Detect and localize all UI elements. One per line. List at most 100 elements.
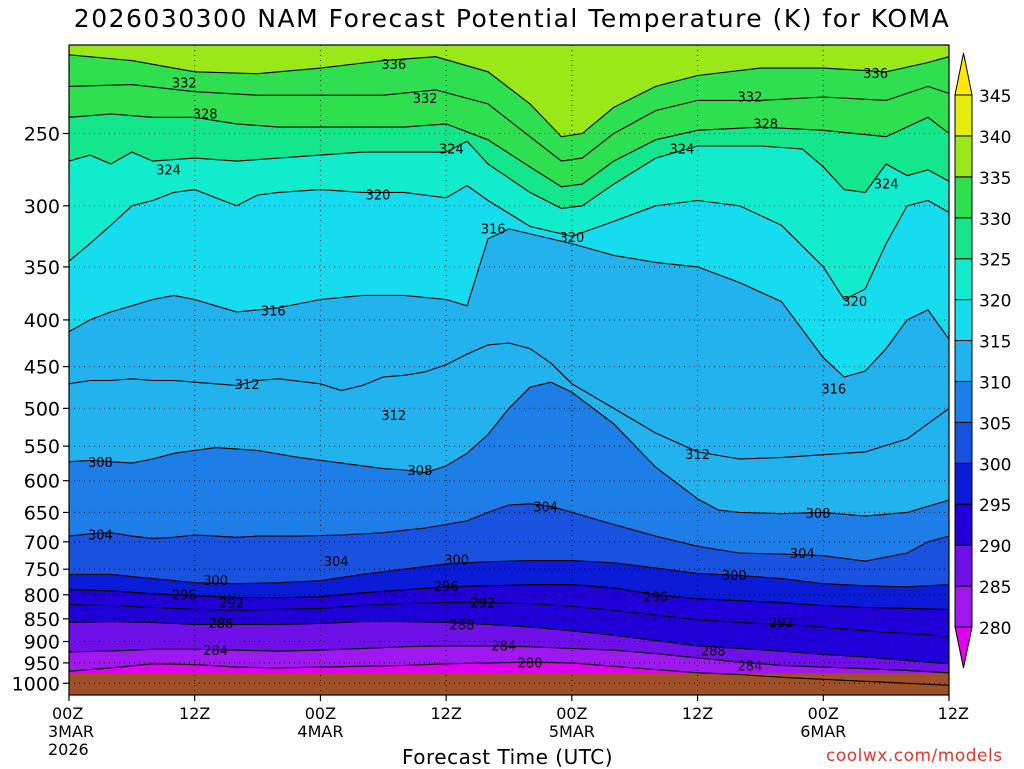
colorbar-label-315: 315 xyxy=(979,333,1011,353)
x-tick-label-60: 12Z xyxy=(682,704,713,723)
contour-label-288: 288 xyxy=(208,617,233,632)
contour-label-336: 336 xyxy=(381,58,406,73)
y-tick-label-600: 600 xyxy=(24,471,60,493)
contour-label-292: 292 xyxy=(219,597,244,612)
contour-label-324: 324 xyxy=(669,143,694,158)
contour-label-304: 304 xyxy=(533,500,558,515)
contour-label-316: 316 xyxy=(481,222,506,237)
contour-label-304: 304 xyxy=(324,555,349,570)
contour-label-316: 316 xyxy=(821,382,846,397)
isotherm-288 xyxy=(69,621,949,665)
x-tick-label-36: 12Z xyxy=(430,704,461,723)
contour-label-284: 284 xyxy=(491,639,516,654)
x-date-label-72: 6MAR xyxy=(800,722,846,741)
y-tick-label-400: 400 xyxy=(24,310,60,332)
colorbar-label-305: 305 xyxy=(979,414,1011,434)
contour-label-324: 324 xyxy=(439,143,464,158)
isotherm-300 xyxy=(69,560,949,588)
contour-label-308: 308 xyxy=(88,456,113,471)
y-tick-label-900: 900 xyxy=(24,631,60,653)
x-tick-label-0: 00Z xyxy=(52,704,83,723)
contour-label-304: 304 xyxy=(88,528,113,543)
x-axis-label: Forecast Time (UTC) xyxy=(402,745,614,769)
contour-label-324: 324 xyxy=(156,163,181,178)
y-tick-label-650: 650 xyxy=(24,502,60,524)
x-date-label-0: 3MAR xyxy=(48,722,94,741)
contour-label-320: 320 xyxy=(559,231,584,246)
isotherm-336 xyxy=(69,54,949,138)
contour-label-280: 280 xyxy=(518,656,543,671)
colorbar-label-320: 320 xyxy=(979,292,1011,312)
colorbar-swatch-325 xyxy=(954,217,973,260)
contour-label-328: 328 xyxy=(753,117,778,132)
colorbar-top-arrow xyxy=(954,52,973,96)
y-tick-label-450: 450 xyxy=(24,357,60,379)
colorbar-swatch-295 xyxy=(954,462,973,505)
colorbar-label-295: 295 xyxy=(979,496,1011,516)
isotherm-284 xyxy=(69,645,949,674)
colorbar-swatch-300 xyxy=(954,421,973,464)
contour-label-300: 300 xyxy=(444,554,469,569)
isotherm-328 xyxy=(69,113,949,188)
credit-link[interactable]: coolwx.com/models xyxy=(826,746,1003,766)
colorbar-swatch-340 xyxy=(954,94,973,137)
y-tick-label-250: 250 xyxy=(24,123,60,145)
x-tick-label-12: 12Z xyxy=(179,704,210,723)
y-tick-label-850: 850 xyxy=(24,609,60,631)
colorbar-label-290: 290 xyxy=(979,537,1011,557)
y-tick-label-550: 550 xyxy=(24,436,60,458)
colorbar: 280 285 290 295 300 305 310 315 320 325 330 335 340 3… xyxy=(954,52,1011,669)
contour-label-296: 296 xyxy=(434,580,459,595)
colorbar-swatch-335 xyxy=(954,135,973,178)
ground-layer xyxy=(69,673,949,695)
contour-label-296: 296 xyxy=(643,590,668,605)
y-tick-label-950: 950 xyxy=(24,653,60,675)
isotherm-lines xyxy=(69,54,949,686)
isotherm-308 xyxy=(69,381,949,517)
isotherm-320 xyxy=(69,184,949,301)
contour-label-320: 320 xyxy=(366,189,391,204)
isotherm-296 xyxy=(69,584,949,610)
contour-label-300: 300 xyxy=(203,574,228,589)
y-axis: 2503003504004505005506006507007508008509… xyxy=(12,123,69,695)
colorbar-swatch-315 xyxy=(954,299,973,342)
contour-label-332: 332 xyxy=(413,92,438,107)
contour-label-336: 336 xyxy=(863,67,888,82)
colorbar-bottom-arrow xyxy=(954,626,973,669)
colorbar-label-345: 345 xyxy=(979,87,1011,107)
chart-title: 2026030300 NAM Forecast Potential Temper… xyxy=(73,4,951,33)
contour-label-300: 300 xyxy=(722,569,747,584)
contour-label-332: 332 xyxy=(738,90,763,105)
x-tick-label-84: 12Z xyxy=(938,704,969,723)
isotherm-292 xyxy=(69,602,949,637)
colorbar-label-325: 325 xyxy=(979,251,1011,271)
isotherm-280 xyxy=(69,661,949,686)
contour-label-288: 288 xyxy=(701,645,726,660)
x-tick-label-48: 00Z xyxy=(556,704,587,723)
colorbar-label-285: 285 xyxy=(979,578,1011,598)
contour-label-328: 328 xyxy=(193,107,218,122)
contour-label-332: 332 xyxy=(172,76,197,91)
contour-label-308: 308 xyxy=(408,464,433,479)
y-tick-label-350: 350 xyxy=(24,257,60,279)
colorbar-label-280: 280 xyxy=(979,619,1011,639)
contour-label-296: 296 xyxy=(172,588,197,603)
isotherm-312 xyxy=(69,342,949,460)
isotherm-324 xyxy=(69,140,949,209)
colorbar-swatch-310 xyxy=(954,340,973,382)
y-tick-label-500: 500 xyxy=(24,398,60,420)
contour-labels: 336 336 332 332 332 328 328 324 324 324 324 320 320 3… xyxy=(88,58,899,674)
contour-label-312: 312 xyxy=(235,378,260,393)
y-tick-label-300: 300 xyxy=(24,196,60,218)
colorbar-swatch-330 xyxy=(954,176,973,219)
colorbar-label-335: 335 xyxy=(979,169,1011,189)
colorbar-label-340: 340 xyxy=(979,128,1011,148)
contour-label-312: 312 xyxy=(685,448,710,463)
contour-label-320: 320 xyxy=(842,295,867,310)
x-tick-label-72: 00Z xyxy=(808,704,839,723)
x-tick-label-24: 00Z xyxy=(305,704,336,723)
plot-frame xyxy=(68,44,950,696)
y-tick-label-750: 750 xyxy=(24,559,60,581)
ground-fill xyxy=(69,673,949,695)
